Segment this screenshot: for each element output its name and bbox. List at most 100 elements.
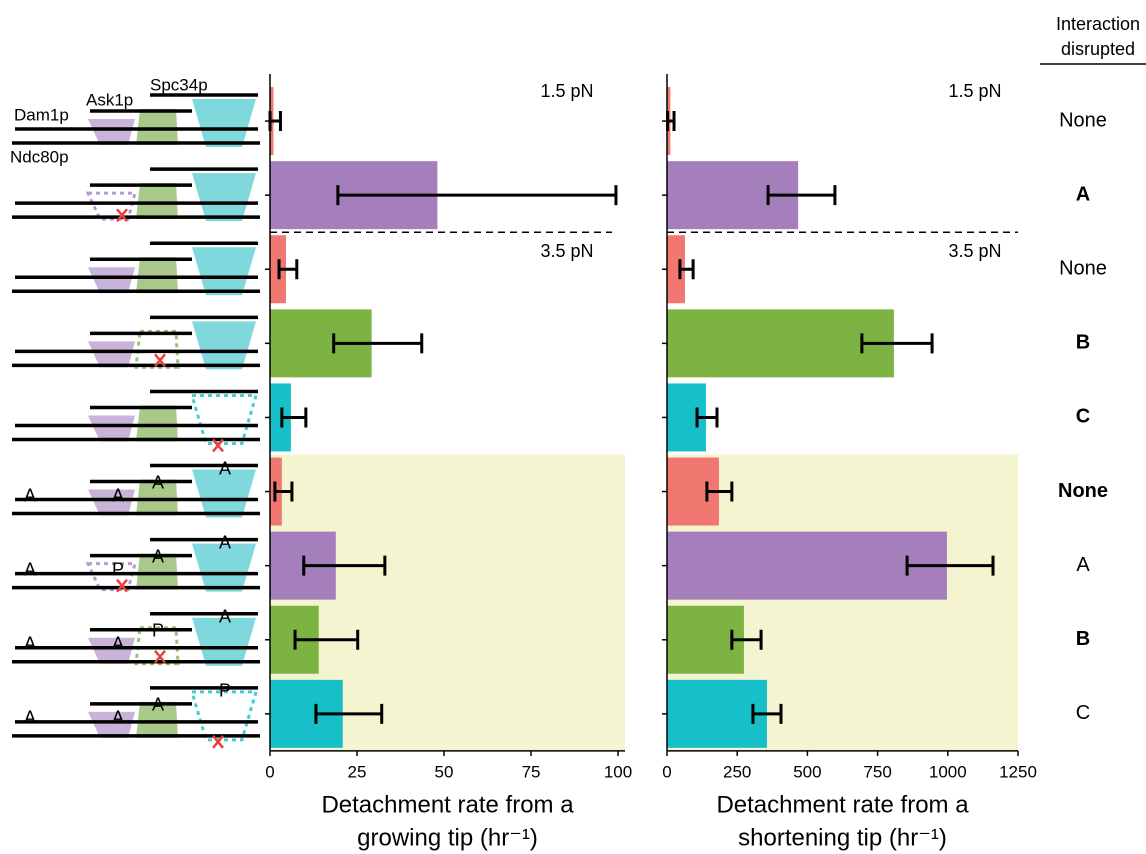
site-marker: A	[24, 708, 36, 728]
protein-shape	[88, 637, 135, 664]
disruption-x	[116, 578, 128, 593]
annotation: 1.5 pN	[948, 81, 1001, 101]
interaction-label: A	[1076, 183, 1090, 205]
error-bar	[666, 111, 676, 132]
x-tick-label: 75	[522, 762, 541, 781]
interaction-label: None	[1059, 258, 1107, 280]
protein-shape	[88, 341, 135, 368]
protein-shape	[192, 543, 256, 592]
error-bar	[280, 407, 308, 428]
error-bar	[705, 481, 734, 502]
protein-shape	[85, 562, 137, 592]
protein-shape	[192, 617, 256, 666]
bar	[667, 235, 685, 304]
error-bar	[277, 259, 299, 280]
protein-shape	[190, 690, 258, 742]
bar	[667, 531, 947, 600]
protein-shape	[85, 191, 137, 221]
error-bar	[860, 333, 934, 354]
annotation: 1.5 pN	[540, 81, 593, 101]
x-axis-label: Detachment rate from a	[321, 791, 574, 818]
protein-shape	[192, 469, 256, 518]
protein-shape	[192, 321, 256, 370]
x-tick-label: 25	[348, 762, 367, 781]
error-bar	[273, 481, 294, 502]
error-bar	[678, 259, 695, 280]
site-marker: P	[152, 621, 164, 641]
site-marker: A	[152, 472, 164, 492]
error-bar	[730, 629, 763, 650]
error-bar	[314, 703, 384, 724]
x-axis-label: growing tip (hr⁻¹)	[357, 824, 538, 851]
site-marker: A	[219, 458, 231, 478]
site-marker: A	[112, 708, 124, 728]
protein-shape	[136, 257, 178, 294]
disruption-x	[212, 735, 224, 749]
x-tick-label: 0	[265, 762, 274, 781]
x-tick-label: 500	[793, 762, 821, 781]
protein-shape	[88, 119, 135, 146]
interaction-label: A	[1076, 554, 1090, 576]
protein-shape	[136, 553, 178, 590]
x-tick-label: 1250	[999, 762, 1037, 781]
site-marker: A	[112, 634, 124, 654]
error-bar	[766, 185, 837, 206]
interaction-label: None	[1058, 480, 1108, 502]
x-axis-label: Detachment rate from a	[716, 791, 969, 818]
protein-label: Spc34p	[150, 75, 208, 94]
x-tick-label: 250	[723, 762, 751, 781]
x-axis-label: shortening tip (hr⁻¹)	[738, 824, 947, 851]
protein-shape	[134, 329, 180, 369]
protein-shape	[136, 405, 178, 442]
annotation: 3.5 pN	[540, 241, 593, 261]
protein-shape	[192, 173, 256, 222]
disruption-x	[116, 208, 128, 222]
protein-shape	[88, 711, 135, 738]
site-marker: A	[112, 485, 124, 505]
protein-shape	[88, 415, 135, 442]
site-marker: P	[112, 559, 124, 579]
bar	[667, 679, 767, 748]
interaction-label: C	[1076, 702, 1090, 724]
error-bar	[302, 555, 387, 576]
protein-shape	[136, 183, 178, 220]
error-bar	[695, 407, 719, 428]
site-marker: A	[24, 634, 36, 654]
disruption-x	[154, 649, 166, 664]
x-tick-label: 100	[604, 762, 632, 781]
column-title: disrupted	[1061, 39, 1135, 59]
site-marker: A	[219, 607, 231, 627]
site-marker: A	[24, 485, 36, 505]
error-bar	[336, 185, 618, 206]
protein-shape	[192, 99, 256, 148]
disruption-x	[154, 353, 166, 368]
error-bar	[905, 555, 995, 576]
protein-shape	[88, 267, 135, 294]
site-marker: A	[24, 559, 36, 579]
x-tick-label: 50	[435, 762, 454, 781]
protein-shape	[136, 701, 178, 738]
protein-shape	[190, 393, 258, 445]
interaction-label: B	[1076, 332, 1090, 354]
site-marker: A	[152, 695, 164, 715]
column-title: Interaction	[1056, 14, 1140, 34]
site-marker: A	[152, 546, 164, 566]
x-tick-label: 750	[863, 762, 891, 781]
protein-shape	[136, 109, 178, 146]
protein-shape	[134, 626, 180, 666]
protein-shape	[136, 479, 178, 516]
protein-shape	[192, 247, 256, 296]
error-bar	[293, 629, 360, 650]
protein-label: Ask1p	[86, 90, 133, 109]
protein-shape	[88, 489, 135, 516]
protein-label: Ndc80p	[10, 147, 69, 166]
interaction-label: B	[1076, 628, 1090, 650]
site-marker: A	[219, 532, 231, 552]
bar	[667, 309, 894, 378]
site-marker: P	[219, 681, 231, 701]
disruption-x	[212, 438, 224, 453]
x-tick-label: 1000	[929, 762, 967, 781]
error-bar	[751, 703, 783, 724]
protein-label: Dam1p	[14, 105, 69, 124]
